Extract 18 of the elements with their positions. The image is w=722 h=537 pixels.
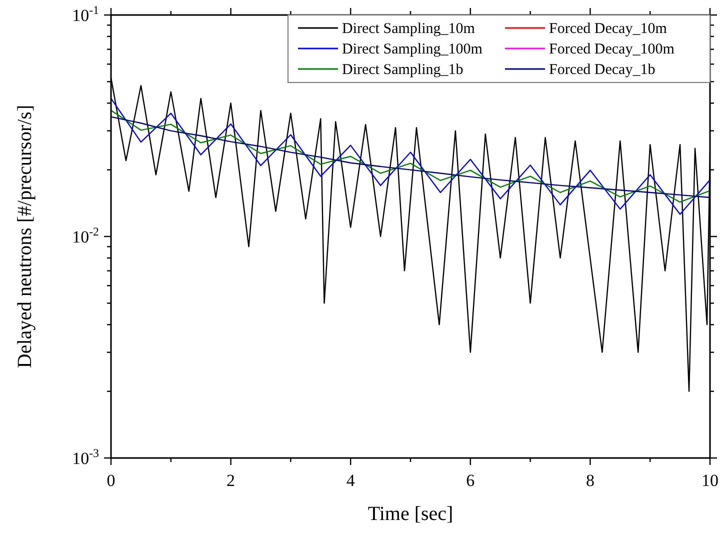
legend-label: Direct Sampling_1b	[342, 62, 464, 78]
legend-label: Direct Sampling_100m	[342, 42, 483, 58]
x-tick-label: 8	[586, 471, 594, 490]
legend-label: Forced Decay_10m	[549, 21, 668, 37]
y-tick-label: 10$^{-1}$	[72, 3, 100, 25]
legend-label: Forced Decay_100m	[549, 42, 675, 58]
y-tick-label: 10$^{-2}$	[72, 224, 100, 246]
x-tick-label: 6	[466, 471, 475, 490]
y-axis-title: Delayed neutrons [#/precursor/s]	[14, 104, 36, 368]
legend-label: Direct Sampling_10m	[342, 21, 476, 37]
legend-label: Forced Decay_1b	[549, 62, 656, 78]
x-tick-label: 10	[702, 471, 718, 490]
x-axis-title: Time [sec]	[368, 503, 454, 525]
x-tick-label: 2	[226, 471, 236, 490]
y-tick-label: 10$^{-3}$	[72, 446, 100, 468]
x-tick-label: 4	[346, 471, 356, 490]
x-tick-label: 0	[106, 471, 116, 490]
line-series	[110, 98, 711, 215]
